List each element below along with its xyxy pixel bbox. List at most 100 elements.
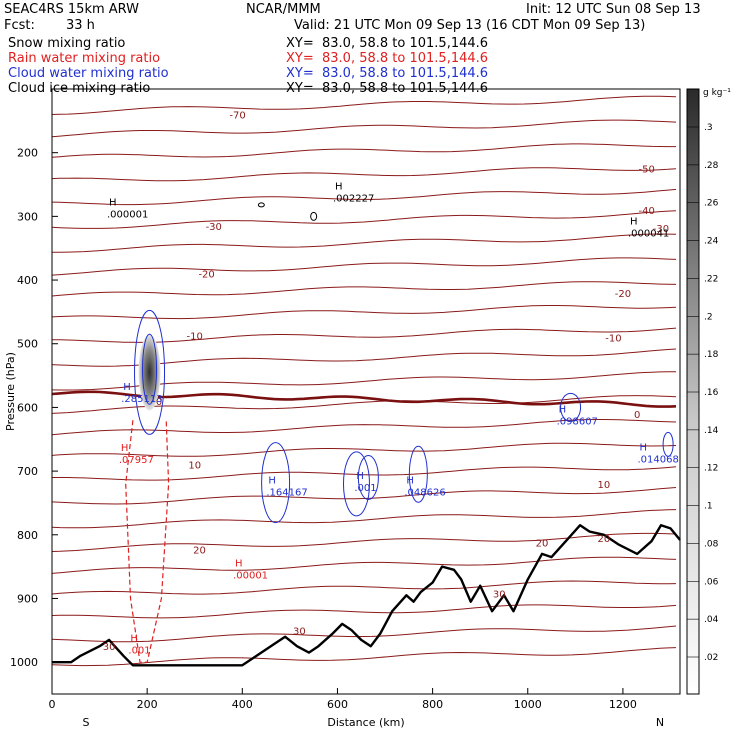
colorbar-tick-label: .28: [704, 161, 719, 171]
forecast-label: Fcst:: [4, 18, 35, 33]
colorbar-tick-label: .04: [704, 615, 719, 625]
max-value-label: .098607: [557, 416, 598, 427]
isotherm-line: [51, 442, 677, 457]
x-tick-label: 1200: [609, 698, 637, 711]
x-tick-label: 600: [327, 698, 348, 711]
max-marker: H: [639, 443, 647, 454]
forecast-hour: 33 h: [66, 18, 95, 33]
max-value-label: .001: [128, 646, 150, 657]
org-label: NCAR/MMM: [246, 2, 321, 17]
plot-frame: [51, 88, 681, 695]
isotherm-line: [51, 647, 677, 667]
max-value-label: .07957: [119, 455, 154, 466]
isotherm-label: 20: [536, 538, 549, 549]
isotherm-line: [51, 395, 677, 414]
x-tick-label: 200: [137, 698, 158, 711]
y-tick-label: 300: [17, 210, 38, 223]
colorbar-tick-label: .14: [704, 426, 719, 436]
max-marker: H: [130, 634, 138, 645]
y-axis-title: Pressure (hPa): [4, 352, 17, 431]
isotherm-line: [51, 119, 677, 138]
y-tick-label: 500: [17, 338, 38, 351]
x-tick-label: 0: [49, 698, 56, 711]
max-value-label: .002227: [333, 193, 374, 204]
colorbar-tick-label: .12: [704, 464, 718, 474]
colorbar-tick-label: .1: [704, 502, 713, 512]
max-marker: H: [123, 382, 131, 393]
isotherm-line: [51, 580, 677, 595]
max-marker: H: [559, 404, 567, 415]
cloud-water-contour: [408, 445, 428, 503]
x-tick-label: 400: [232, 698, 253, 711]
y-tick-label: 600: [17, 401, 38, 414]
x-tick-label: 1000: [514, 698, 542, 711]
isotherm-label: 20: [598, 534, 611, 545]
cloud-ice-contour: [310, 211, 318, 221]
isotherm-label: 0: [634, 410, 640, 421]
isotherm-line: [52, 233, 677, 253]
cloud-water-contour: [342, 451, 370, 517]
y-tick-label: 800: [17, 529, 38, 542]
max-marker: H: [121, 443, 129, 454]
left-endpoint-label: S: [83, 716, 90, 729]
colorbar-tick-label: .18: [704, 350, 719, 360]
y-tick-label: 900: [17, 592, 38, 605]
isotherm-line: [51, 556, 677, 574]
max-value-label: .001: [354, 483, 376, 494]
colorbar: [686, 88, 700, 695]
field-name-cloud-water: Cloud water mixing ratio: [8, 66, 169, 81]
right-endpoint-label: N: [656, 716, 664, 729]
isotherm-label: 10: [188, 461, 201, 472]
field-xy-cloud-water: XY= 83.0, 58.8 to 101.5,144.6: [286, 66, 489, 81]
isotherm-label: 30: [293, 626, 306, 637]
y-tick-label: 700: [17, 465, 38, 478]
y-tick-label: 400: [17, 274, 38, 287]
model-title: SEAC4RS 15km ARW: [4, 2, 140, 17]
isotherm-label: -30: [653, 224, 669, 235]
max-marker: H: [268, 476, 276, 487]
cloud-ice-contour: [257, 202, 265, 208]
cloud-water-contour: [560, 392, 582, 422]
max-marker: H: [630, 216, 638, 227]
isotherm-line: [51, 604, 677, 619]
isotherm-label: -10: [605, 333, 621, 344]
isotherm-line: [51, 487, 677, 505]
x-axis-title: Distance (km): [327, 716, 404, 729]
isotherm-line: [52, 466, 677, 481]
y-tick-label: 200: [17, 147, 38, 160]
colorbar-tick-label: .26: [704, 199, 719, 209]
isotherm-line: [51, 143, 676, 158]
max-value-label: .048626: [404, 488, 445, 499]
colorbar-tick-label: .24: [704, 237, 719, 247]
max-value-label: .164167: [266, 488, 307, 499]
isotherm-label: 10: [598, 480, 611, 491]
cloud-water-contour: [357, 454, 379, 500]
rain-water-contour: [125, 420, 170, 663]
max-value-label: .000001: [107, 209, 148, 220]
isotherm-label: -10: [187, 331, 203, 342]
isotherm-label: -40: [639, 206, 655, 217]
field-name-rain: Rain water mixing ratio: [8, 51, 161, 66]
cloud-water-contour: [662, 431, 674, 457]
isotherm-line: [51, 419, 677, 436]
isotherm-line: [51, 167, 677, 182]
max-marker: H: [356, 471, 364, 482]
colorbar-tick-label: .08: [704, 539, 719, 549]
cloud-water-contour: [134, 309, 166, 435]
isotherm-label: -30: [206, 222, 222, 233]
max-marker: H: [335, 181, 343, 192]
max-value-label: .00001: [233, 570, 268, 581]
isotherm-label: -20: [198, 270, 214, 281]
max-marker: H: [235, 558, 243, 569]
cloud-water-contour: [142, 333, 158, 405]
isotherm-label: 30: [493, 589, 506, 600]
isotherm-line: [51, 509, 677, 529]
y-tick-label: 1000: [10, 656, 38, 669]
isotherm-label: 0: [156, 397, 162, 408]
colorbar-tick-label: .16: [704, 388, 719, 398]
cloud-water-contour: [261, 442, 291, 524]
isotherm-line: [51, 305, 677, 320]
max-value-label: .285113: [121, 394, 162, 405]
isotherm-label: 30: [103, 642, 116, 653]
